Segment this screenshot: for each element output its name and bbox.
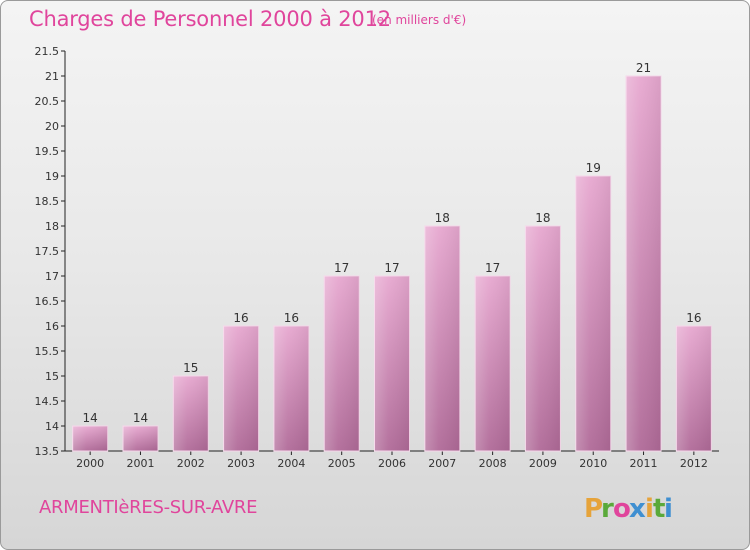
y-tick-label: 20 — [45, 120, 59, 133]
bar-value-label: 18 — [535, 211, 550, 225]
bar-value-label: 17 — [384, 261, 399, 275]
x-tick-label: 2008 — [479, 457, 507, 470]
bar-shine — [324, 276, 360, 451]
bar-shine — [424, 226, 460, 451]
logo-letter: P — [584, 494, 603, 523]
logo-graphic: Pr ox i ti — [584, 494, 673, 524]
y-tick-label: 18 — [45, 220, 59, 233]
y-tick-label: 15 — [45, 370, 59, 383]
x-tick-label: 2007 — [428, 457, 456, 470]
y-tick-label: 17 — [45, 270, 59, 283]
y-tick-label: 19.5 — [35, 145, 60, 158]
bar-value-label: 16 — [686, 311, 701, 325]
bar-value-label: 16 — [284, 311, 299, 325]
y-tick-label: 15.5 — [35, 345, 60, 358]
x-tick-label: 2003 — [227, 457, 255, 470]
labels-group: 14 2000 14 2001 15 2002 16 2003 16 2004 17 2005 17 20… — [76, 61, 708, 470]
bar-value-label: 16 — [233, 311, 248, 325]
bar-2012 — [675, 325, 712, 452]
bar-shine — [525, 226, 561, 451]
bar-shine — [575, 176, 611, 451]
bar-shine — [223, 326, 259, 451]
bar-2008 — [474, 275, 511, 452]
bar-value-label: 17 — [485, 261, 500, 275]
y-tick-label: 21 — [45, 70, 59, 83]
y-tick-label: 19 — [45, 170, 59, 183]
bar-2005 — [323, 275, 360, 452]
bar-2007 — [424, 225, 461, 452]
x-tick-label: 2002 — [177, 457, 205, 470]
bar-2011 — [625, 75, 662, 452]
bar-shine — [273, 326, 309, 451]
y-tick-label: 16.5 — [35, 295, 60, 308]
logo-letter: r — [601, 494, 614, 523]
bar-value-label: 17 — [334, 261, 349, 275]
bar-shine — [475, 276, 511, 451]
y-tick-label: 18.5 — [35, 195, 60, 208]
bar-value-label: 14 — [133, 411, 148, 425]
bar-2010 — [575, 175, 612, 452]
commune-name: ARMENTIèRES-SUR-AVRE — [39, 497, 258, 518]
bar-2000 — [72, 425, 109, 452]
y-tick-label: 14 — [45, 420, 59, 433]
x-tick-label: 2011 — [630, 457, 658, 470]
bar-2002 — [172, 375, 209, 452]
logo-letter: x — [629, 494, 646, 523]
y-tick-label: 16 — [45, 320, 59, 333]
x-tick-label: 2004 — [277, 457, 305, 470]
bar-value-label: 19 — [586, 161, 601, 175]
bar-shine — [676, 326, 712, 451]
bar-2001 — [122, 425, 159, 452]
x-tick-label: 2009 — [529, 457, 557, 470]
y-tick-label: 14.5 — [35, 395, 60, 408]
logo-letter: t — [653, 494, 665, 523]
bars-group — [72, 75, 712, 452]
bar-shine — [626, 76, 662, 451]
chart-subtitle: (en milliers d'€) — [372, 13, 467, 27]
bar-2004 — [273, 325, 310, 452]
y-tick-label: 21.5 — [35, 45, 60, 58]
bar-shine — [122, 426, 158, 451]
bar-value-label: 21 — [636, 61, 651, 75]
chart-title: Charges de Personnel 2000 à 2012 — [29, 7, 391, 31]
x-tick-label: 2000 — [76, 457, 104, 470]
bar-value-label: 18 — [435, 211, 450, 225]
bar-shine — [173, 376, 209, 451]
x-tick-label: 2006 — [378, 457, 406, 470]
x-tick-label: 2005 — [328, 457, 356, 470]
x-tick-label: 2001 — [126, 457, 154, 470]
logo-letter: i — [645, 494, 654, 523]
bar-2003 — [223, 325, 260, 452]
bar-shine — [374, 276, 410, 451]
axes: 13.5 14 14.5 15 15.5 16 16.5 17 17.5 18 18.5 19 19.5… — [35, 45, 719, 458]
x-tick-label: 2010 — [579, 457, 607, 470]
y-tick-label: 13.5 — [35, 445, 60, 458]
x-tick-label: 2012 — [680, 457, 708, 470]
logo-letter: i — [664, 494, 673, 523]
logo-letter: o — [613, 494, 631, 523]
y-tick-label: 20.5 — [35, 95, 60, 108]
bar-shine — [72, 426, 108, 451]
bar-value-label: 15 — [183, 361, 198, 375]
bar-value-label: 14 — [83, 411, 98, 425]
y-tick-label: 17.5 — [35, 245, 60, 258]
bar-2009 — [524, 225, 561, 452]
bar-2006 — [374, 275, 410, 452]
